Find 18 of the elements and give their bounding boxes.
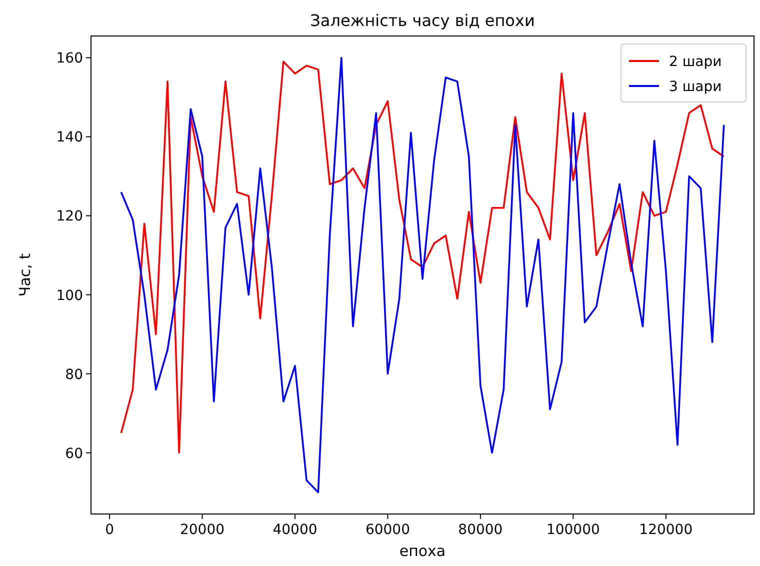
x-tick-label: 100000 [546, 522, 600, 538]
y-tick-label: 100 [56, 288, 83, 304]
x-tick-label: 20000 [180, 522, 225, 538]
x-tick-label: 60000 [365, 522, 410, 538]
y-tick-label: 140 [56, 130, 83, 146]
x-tick-label: 120000 [639, 522, 693, 538]
chart-title: Залежність часу від епохи [310, 11, 535, 30]
y-tick-label: 80 [65, 366, 83, 383]
legend-label: 2 шари [669, 54, 722, 70]
x-tick-label: 0 [105, 522, 114, 538]
y-tick-label: 60 [65, 446, 83, 462]
y-axis-title: Час, t [16, 253, 34, 297]
x-axis-title: епоха [399, 542, 446, 560]
x-tick-label: 80000 [458, 522, 503, 538]
y-tick-label: 120 [56, 208, 83, 225]
y-tick-label: 160 [56, 50, 83, 67]
legend-label: 3 шари [669, 79, 722, 95]
x-tick-label: 40000 [272, 522, 318, 538]
